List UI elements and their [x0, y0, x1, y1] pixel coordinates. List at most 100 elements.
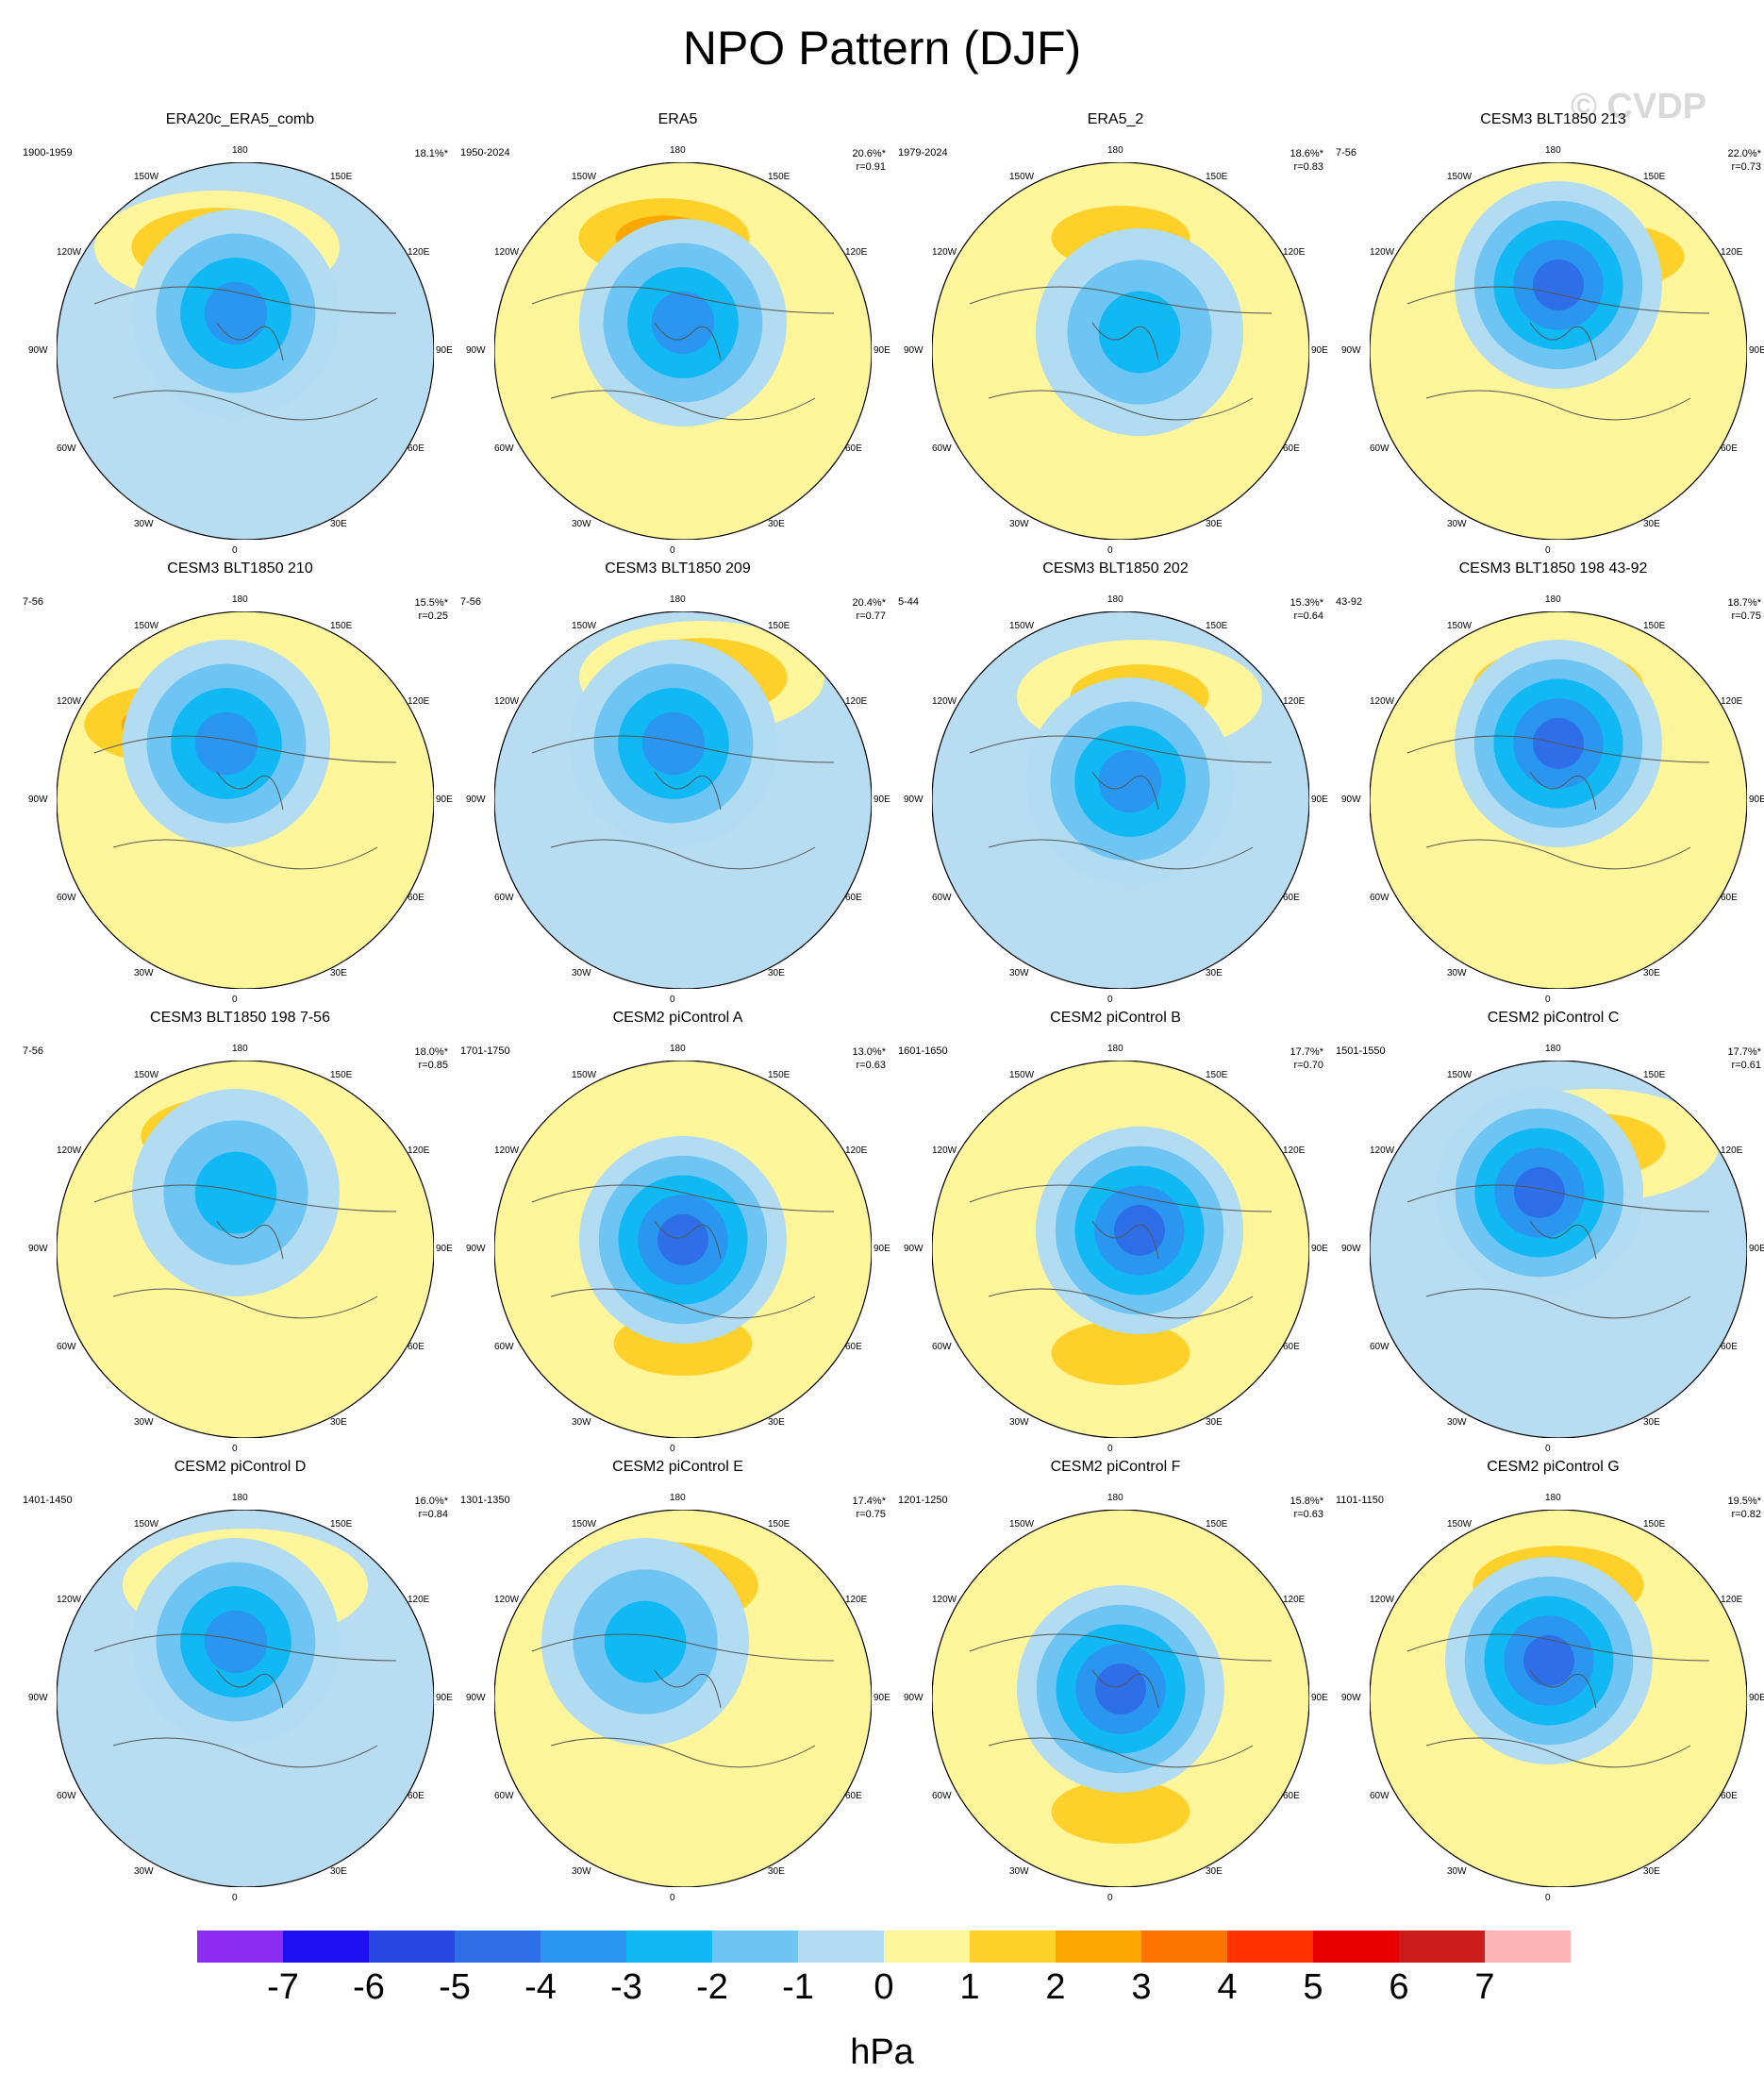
polar-map — [57, 611, 434, 989]
variance-percent: 16.0%* — [414, 1496, 448, 1507]
longitude-label: 0 — [670, 1893, 675, 1903]
longitude-label: 90W — [1341, 794, 1361, 805]
longitude-label: 120W — [57, 696, 82, 707]
longitude-label: 150W — [1009, 621, 1035, 631]
longitude-label: 30W — [1009, 1866, 1029, 1877]
colorbar-swatch — [1399, 1931, 1485, 1963]
longitude-label: 30E — [330, 1417, 347, 1428]
longitude-label: 60E — [1721, 1342, 1738, 1352]
panel-period: 1401-1450 — [23, 1495, 73, 1506]
longitude-label: 90W — [466, 1244, 486, 1254]
longitude-label: 150E — [330, 1519, 353, 1530]
variance-percent: 20.6%* — [852, 148, 886, 159]
pattern-correlation: r=0.63 — [856, 1060, 887, 1071]
pattern-correlation: r=0.75 — [1731, 610, 1762, 622]
variance-percent: 15.3%* — [1290, 597, 1323, 609]
panel-stats: 20.6%* r=0.91 — [853, 147, 886, 174]
panel-title: CESM2 piControl E — [612, 1459, 743, 1475]
longitude-label: 30W — [1447, 1417, 1467, 1428]
longitude-label: 150W — [572, 172, 597, 182]
pattern-correlation: r=0.73 — [1731, 161, 1762, 173]
map-panel: CESM3 BLT1850 213 7-56 22.0%* r=0.73 180 0 150… — [1334, 111, 1764, 560]
map-panel: CESM2 piControl D 1401-1450 16.0%* r=0.84 18… — [21, 1459, 459, 1907]
variance-percent: 15.5%* — [414, 597, 448, 609]
longitude-label: 120E — [1283, 1595, 1306, 1605]
longitude-label: 120W — [1370, 247, 1395, 258]
panel-stats: 18.0%* r=0.85 — [415, 1045, 448, 1072]
longitude-label: 60E — [845, 443, 862, 454]
colorbar-tick-label: 6 — [1389, 1967, 1409, 2007]
longitude-label: 60W — [932, 1342, 952, 1352]
longitude-label: 30W — [1009, 519, 1029, 529]
longitude-label: 150W — [572, 1519, 597, 1530]
longitude-label: 0 — [1107, 995, 1113, 1005]
map-panel: CESM3 BLT1850 198 43-92 43-92 18.7%* r=0.75… — [1334, 560, 1764, 1009]
colorbar-swatch — [1141, 1931, 1227, 1963]
polar-map — [57, 1061, 434, 1438]
variance-percent: 18.7%* — [1727, 597, 1761, 609]
longitude-label: 150E — [1206, 621, 1228, 631]
longitude-label: 120W — [932, 696, 957, 707]
longitude-label: 90E — [1311, 345, 1328, 356]
polar-map — [494, 162, 872, 540]
longitude-label: 90E — [436, 794, 453, 805]
longitude-label: 60W — [57, 1791, 76, 1801]
variance-percent: 20.4%* — [852, 597, 886, 609]
longitude-label: 30E — [1643, 519, 1660, 529]
colorbar-tick-label: 5 — [1303, 1967, 1323, 2007]
longitude-label: 150W — [572, 1070, 597, 1080]
longitude-label: 180 — [1107, 1044, 1123, 1054]
longitude-label: 0 — [232, 545, 238, 556]
pattern-correlation: r=0.61 — [1731, 1060, 1762, 1071]
panel-title: ERA5 — [657, 111, 698, 127]
longitude-label: 150E — [330, 1070, 353, 1080]
panel-stats: 17.4%* r=0.75 — [853, 1495, 886, 1521]
colorbar-unit: hPa — [850, 2032, 914, 2072]
coastlines — [969, 735, 1273, 870]
panel-stats: 13.0%* r=0.63 — [853, 1045, 886, 1072]
longitude-label: 120E — [408, 1595, 430, 1605]
negative-anomaly — [604, 1600, 687, 1683]
longitude-label: 90W — [466, 345, 486, 356]
longitude-label: 60W — [494, 443, 514, 454]
longitude-label: 30E — [1206, 519, 1223, 529]
panel-title: CESM2 piControl C — [1487, 1010, 1620, 1026]
map-panel: CESM2 piControl E 1301-1350 17.4%* r=0.75 18… — [458, 1459, 897, 1907]
variance-percent: 17.7%* — [1290, 1046, 1323, 1058]
panel-title: CESM2 piControl D — [174, 1459, 307, 1475]
longitude-label: 60E — [845, 1342, 862, 1352]
panel-stats: 18.1%* — [415, 147, 448, 160]
longitude-label: 120W — [932, 1145, 957, 1156]
longitude-label: 120W — [932, 1595, 957, 1605]
map-panel: CESM2 piControl C 1501-1550 17.7%* r=0.61 18… — [1334, 1010, 1764, 1458]
longitude-label: 90W — [28, 1693, 48, 1703]
longitude-label: 30W — [1447, 519, 1467, 529]
coastlines — [1406, 286, 1710, 421]
polar-map — [1370, 1510, 1747, 1887]
longitude-label: 30W — [134, 1866, 154, 1877]
longitude-label: 90W — [1341, 1244, 1361, 1254]
positive-anomaly — [1051, 1321, 1190, 1385]
longitude-label: 30W — [1009, 968, 1029, 978]
longitude-label: 150W — [572, 621, 597, 631]
longitude-label: 60W — [932, 1791, 952, 1801]
longitude-label: 0 — [232, 1444, 238, 1454]
longitude-label: 30E — [768, 1866, 785, 1877]
longitude-label: 180 — [670, 594, 686, 605]
longitude-label: 0 — [232, 995, 238, 1005]
longitude-label: 0 — [670, 1444, 675, 1454]
colorbar-swatch — [1056, 1931, 1141, 1963]
longitude-label: 150E — [1643, 621, 1666, 631]
panel-stats: 17.7%* r=0.61 — [1728, 1045, 1761, 1072]
negative-anomaly — [1514, 1167, 1565, 1218]
longitude-label: 90W — [28, 794, 48, 805]
pattern-correlation: r=0.77 — [856, 610, 887, 622]
variance-percent: 13.0%* — [852, 1046, 886, 1058]
panel-title: CESM2 piControl B — [1050, 1010, 1181, 1026]
longitude-label: 60W — [1370, 1342, 1390, 1352]
coastlines — [531, 1184, 835, 1319]
longitude-label: 0 — [1545, 1893, 1551, 1903]
panel-stats: 18.6%* r=0.83 — [1290, 147, 1323, 174]
colorbar-tick-label: -4 — [524, 1967, 557, 2007]
colorbar-tick-label: -7 — [267, 1967, 299, 2007]
